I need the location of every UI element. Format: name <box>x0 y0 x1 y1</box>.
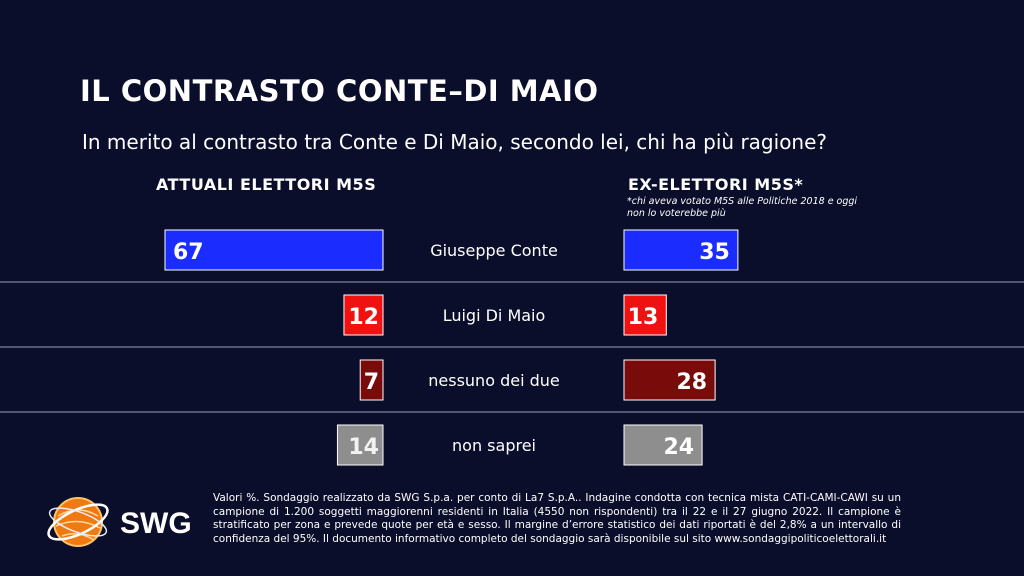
swg-logo: SWG <box>44 486 204 558</box>
left-bar <box>343 294 384 336</box>
category-label: non saprei <box>452 436 536 455</box>
right-bar <box>623 229 739 271</box>
right-value-label: 13 <box>628 305 659 330</box>
survey-question: In merito al contrasto tra Conte e Di Ma… <box>82 130 828 154</box>
category-label: Giuseppe Conte <box>430 241 558 260</box>
category-label: nessuno dei due <box>428 371 559 390</box>
page-title: IL CONTRASTO CONTE–DI MAIO <box>80 74 599 108</box>
left-bar <box>164 229 384 271</box>
right-column-header: EX-ELETTORI M5S* <box>628 175 804 194</box>
globe-icon <box>47 497 109 547</box>
left-value-label: 14 <box>348 435 379 460</box>
logo-text: SWG <box>120 507 192 540</box>
right-bar <box>623 424 703 466</box>
right-value-label: 24 <box>663 435 694 460</box>
right-value-label: 28 <box>676 370 707 395</box>
right-column-note: *chi aveva votato M5S alle Politiche 201… <box>627 196 858 219</box>
left-value-label: 7 <box>364 370 379 395</box>
right-bar <box>623 294 667 336</box>
right-bar <box>623 359 716 401</box>
left-value-label: 12 <box>348 305 379 330</box>
left-bar <box>336 424 384 466</box>
methodology-note: Valori %. Sondaggio realizzato da SWG S.… <box>213 492 901 545</box>
left-bar <box>359 359 384 401</box>
right-value-label: 35 <box>699 240 730 265</box>
left-value-label: 67 <box>173 240 204 265</box>
left-column-header: ATTUALI ELETTORI M5S <box>156 175 377 194</box>
category-label: Luigi Di Maio <box>443 306 546 325</box>
